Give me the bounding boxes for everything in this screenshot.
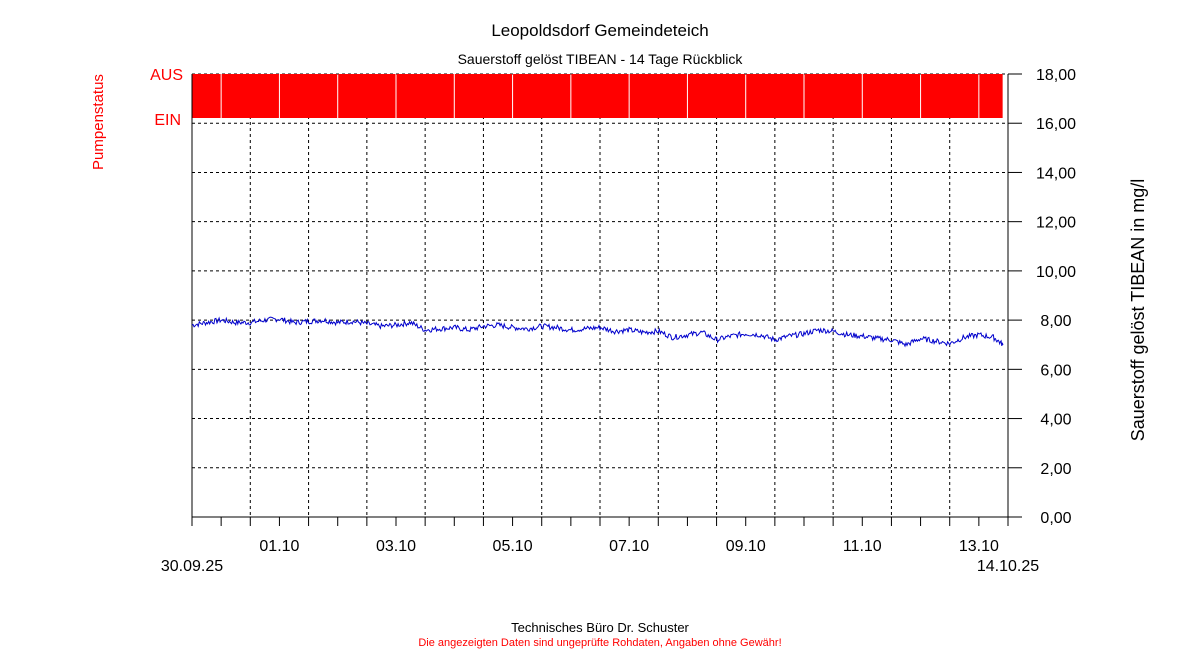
- x-tick-label: 11.10: [843, 538, 882, 555]
- pump-axis-label: Pumpenstatus: [90, 74, 107, 170]
- pump-status-bar: [396, 74, 454, 118]
- footer-disclaimer: Die angezeigten Daten sind ungeprüfte Ro…: [418, 637, 781, 649]
- y-tick-label: 2,00: [1040, 461, 1071, 478]
- pump-status-bar: [629, 74, 687, 118]
- y-tick-label: 10,00: [1036, 264, 1076, 281]
- pump-status-bar: [921, 74, 979, 118]
- pump-off-label: AUS: [150, 67, 183, 84]
- x-tick-label: 13.10: [959, 538, 999, 555]
- x-start-label: 30.09.25: [161, 558, 223, 575]
- pump-status-bar: [687, 74, 746, 118]
- chart-title: Leopoldsdorf Gemeindeteich: [491, 21, 708, 40]
- y-tick-label: 4,00: [1040, 412, 1071, 429]
- pump-status-bar: [221, 74, 279, 118]
- y-axis-label: Sauerstoff gelöst TIBEAN in mg/l: [1128, 179, 1148, 441]
- pump-status-bar: [338, 74, 396, 118]
- pump-status-bar: [279, 74, 338, 118]
- x-tick-label: 01.10: [259, 538, 299, 555]
- y-tick-label: 14,00: [1036, 165, 1076, 182]
- pump-status-bars: [192, 74, 1003, 118]
- y-axis-ticks: 0,00 2,00 4,00 6,00 8,00 10,00 12,00 14,00 16,00…: [1008, 67, 1076, 527]
- pump-status-bar: [192, 74, 221, 118]
- pump-status-bar: [746, 74, 804, 118]
- grid: [192, 73, 1008, 517]
- y-tick-label: 18,00: [1036, 67, 1076, 84]
- x-tick-label: 09.10: [726, 538, 766, 555]
- pump-status-bar: [804, 74, 862, 118]
- pump-status-bar: [454, 74, 513, 118]
- x-end-label: 14.10.25: [977, 558, 1039, 575]
- pump-on-label: EIN: [154, 112, 181, 129]
- x-tick-label: 03.10: [376, 538, 416, 555]
- chart-subtitle: Sauerstoff gelöst TIBEAN - 14 Tage Rückb…: [458, 51, 744, 67]
- y-tick-label: 6,00: [1040, 362, 1071, 379]
- y-tick-label: 8,00: [1040, 313, 1071, 330]
- pump-status-bar: [979, 74, 1003, 118]
- x-axis-ticks: 01.10 03.10 05.10 07.10 09.10 11.10 13.10: [191, 517, 1009, 555]
- series-line-oxygen: [191, 316, 1004, 348]
- pump-status-bar: [571, 74, 629, 118]
- x-tick-label: 07.10: [609, 538, 649, 555]
- y-tick-label: 12,00: [1036, 215, 1076, 232]
- pump-status-bar: [862, 74, 921, 118]
- footer-company: Technisches Büro Dr. Schuster: [511, 620, 689, 635]
- x-tick-label: 05.10: [493, 538, 533, 555]
- y-tick-label: 16,00: [1036, 116, 1076, 133]
- pump-status-bar: [513, 74, 571, 118]
- y-tick-label: 0,00: [1040, 510, 1071, 527]
